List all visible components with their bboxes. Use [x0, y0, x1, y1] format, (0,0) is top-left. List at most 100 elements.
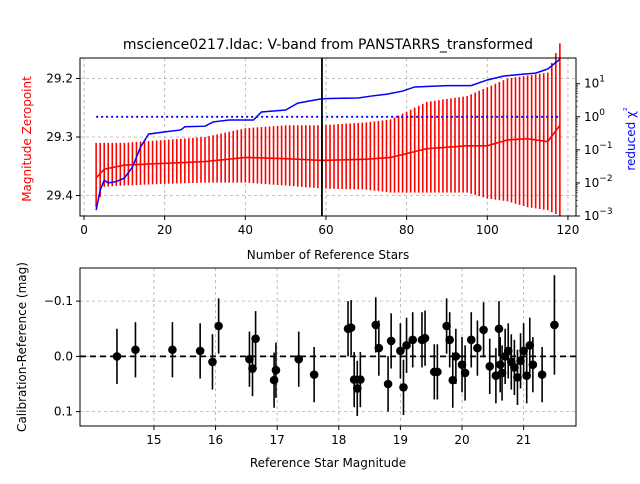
top-x-tick-label: 80 [399, 223, 414, 237]
residual-point [479, 325, 488, 335]
top-y2-axis-label: reduced χ² [623, 107, 638, 171]
top-x-tick-label: 20 [157, 223, 172, 237]
residual-point [442, 321, 451, 331]
bottom-axes-frame [79, 267, 577, 427]
y2-tick-base: 10 [584, 176, 599, 190]
residual-point [168, 345, 177, 355]
residual-point [516, 356, 525, 366]
residual-point [513, 373, 522, 382]
residual-point [451, 352, 461, 361]
residual-point [112, 352, 122, 361]
zeropoint-line [95, 124, 561, 179]
bottom-x-axis-label: Reference Star Magnitude [250, 456, 406, 470]
bottom-x-tick-label: 19 [393, 433, 408, 447]
y2-tick-exponent: 0 [599, 108, 605, 118]
residual-point [550, 320, 559, 330]
y2-tick-exponent: 1 [599, 75, 605, 85]
bottom-series [80, 275, 576, 417]
top-x-axis-label: Number of Reference Stars [247, 248, 410, 262]
residual-point [466, 335, 476, 345]
top-y2-tick-label: 10−1 [584, 141, 613, 157]
residual-point [495, 360, 505, 369]
residual-point [420, 333, 430, 343]
residual-point [433, 367, 442, 377]
y2-label-text: reduced χ [624, 111, 638, 171]
residual-point [294, 354, 304, 364]
residual-point [399, 383, 408, 392]
residual-panel: 15 16 17 18 19 20 21 −0.1 0.0 0.1 Reference Star … [15, 262, 577, 470]
bottom-x-tick-label: 16 [208, 433, 223, 447]
residual-point [346, 323, 356, 332]
residual-point [195, 346, 205, 356]
residual-point [528, 360, 538, 369]
residual-point [510, 363, 519, 372]
residual-point [525, 341, 535, 350]
top-x-tick-label: 40 [238, 223, 253, 237]
residual-point [131, 345, 140, 355]
residual-point [402, 341, 411, 350]
top-x-tick-label: 60 [318, 223, 333, 237]
residual-point [485, 362, 495, 371]
top-y2-tick-label: 10−2 [584, 174, 613, 190]
residual-point [208, 357, 217, 367]
residual-point [457, 360, 467, 369]
top-y-tick-label: 29.2 [46, 71, 73, 85]
residual-point [374, 343, 384, 353]
top-series [95, 43, 561, 216]
y2-tick-exponent: −2 [599, 174, 612, 184]
residual-point [349, 375, 359, 384]
bottom-y-axis-label: Calibration-Reference (mag) [15, 262, 29, 432]
residual-point [251, 334, 260, 344]
residual-point [396, 346, 405, 356]
residual-point [503, 346, 513, 356]
top-x-tick-label: 100 [476, 223, 499, 237]
bottom-y-tick-label: 0.1 [54, 405, 73, 419]
residual-point [448, 375, 458, 385]
residual-point [356, 375, 365, 384]
residual-point [408, 335, 418, 345]
top-y-tick-label: 29.3 [46, 130, 73, 144]
top-y-tick-label: 29.4 [46, 189, 73, 203]
residual-point [269, 375, 279, 385]
residual-point [248, 364, 257, 373]
residual-point [214, 321, 223, 331]
residual-point [473, 343, 482, 353]
residual-point [371, 320, 381, 330]
bottom-y-tick-label: −0.1 [44, 294, 73, 308]
top-y2-tick-label: 10−3 [584, 207, 613, 223]
y2-label-superscript: ² [623, 107, 633, 111]
top-y2-tick-label: 100 [584, 108, 605, 124]
bottom-y-tick-label: 0.0 [54, 349, 73, 363]
residual-point [522, 371, 532, 381]
y2-tick-base: 10 [584, 143, 599, 157]
bottom-x-tick-label: 20 [454, 433, 469, 447]
residual-point [271, 365, 281, 375]
chi2-line [95, 58, 561, 211]
y2-tick-exponent: −1 [599, 141, 612, 151]
y2-tick-base: 10 [584, 209, 599, 223]
y2-tick-base: 10 [584, 110, 599, 124]
residual-point [245, 354, 254, 364]
top-ticks: 0 20 40 60 80 100 12029.229.329.410110010−110−… [46, 71, 612, 237]
y2-tick-base: 10 [584, 77, 599, 91]
residual-point [445, 335, 454, 345]
residual-point [386, 336, 396, 346]
bottom-ticks: 15 16 17 18 19 20 21 −0.1 0.0 0.1 [44, 294, 531, 447]
top-x-tick-label: 0 [80, 223, 88, 237]
residual-point [460, 368, 470, 378]
chart-title: mscience0217.ldac: V-band from PANSTARRS… [123, 37, 533, 53]
bottom-x-tick-label: 21 [516, 433, 531, 447]
top-x-tick-label: 120 [556, 223, 579, 237]
zeropoint-panel: 0 20 40 60 80 100 12029.229.329.410110010−110−… [20, 37, 638, 262]
residual-point [352, 384, 362, 393]
y2-tick-exponent: −3 [599, 207, 612, 217]
residual-point [519, 346, 528, 356]
top-y2-tick-label: 101 [584, 75, 605, 91]
residual-point [383, 379, 393, 389]
top-y-axis-label: Magnitude Zeropoint [20, 76, 34, 202]
residual-point [309, 370, 319, 379]
residual-point [494, 324, 504, 334]
